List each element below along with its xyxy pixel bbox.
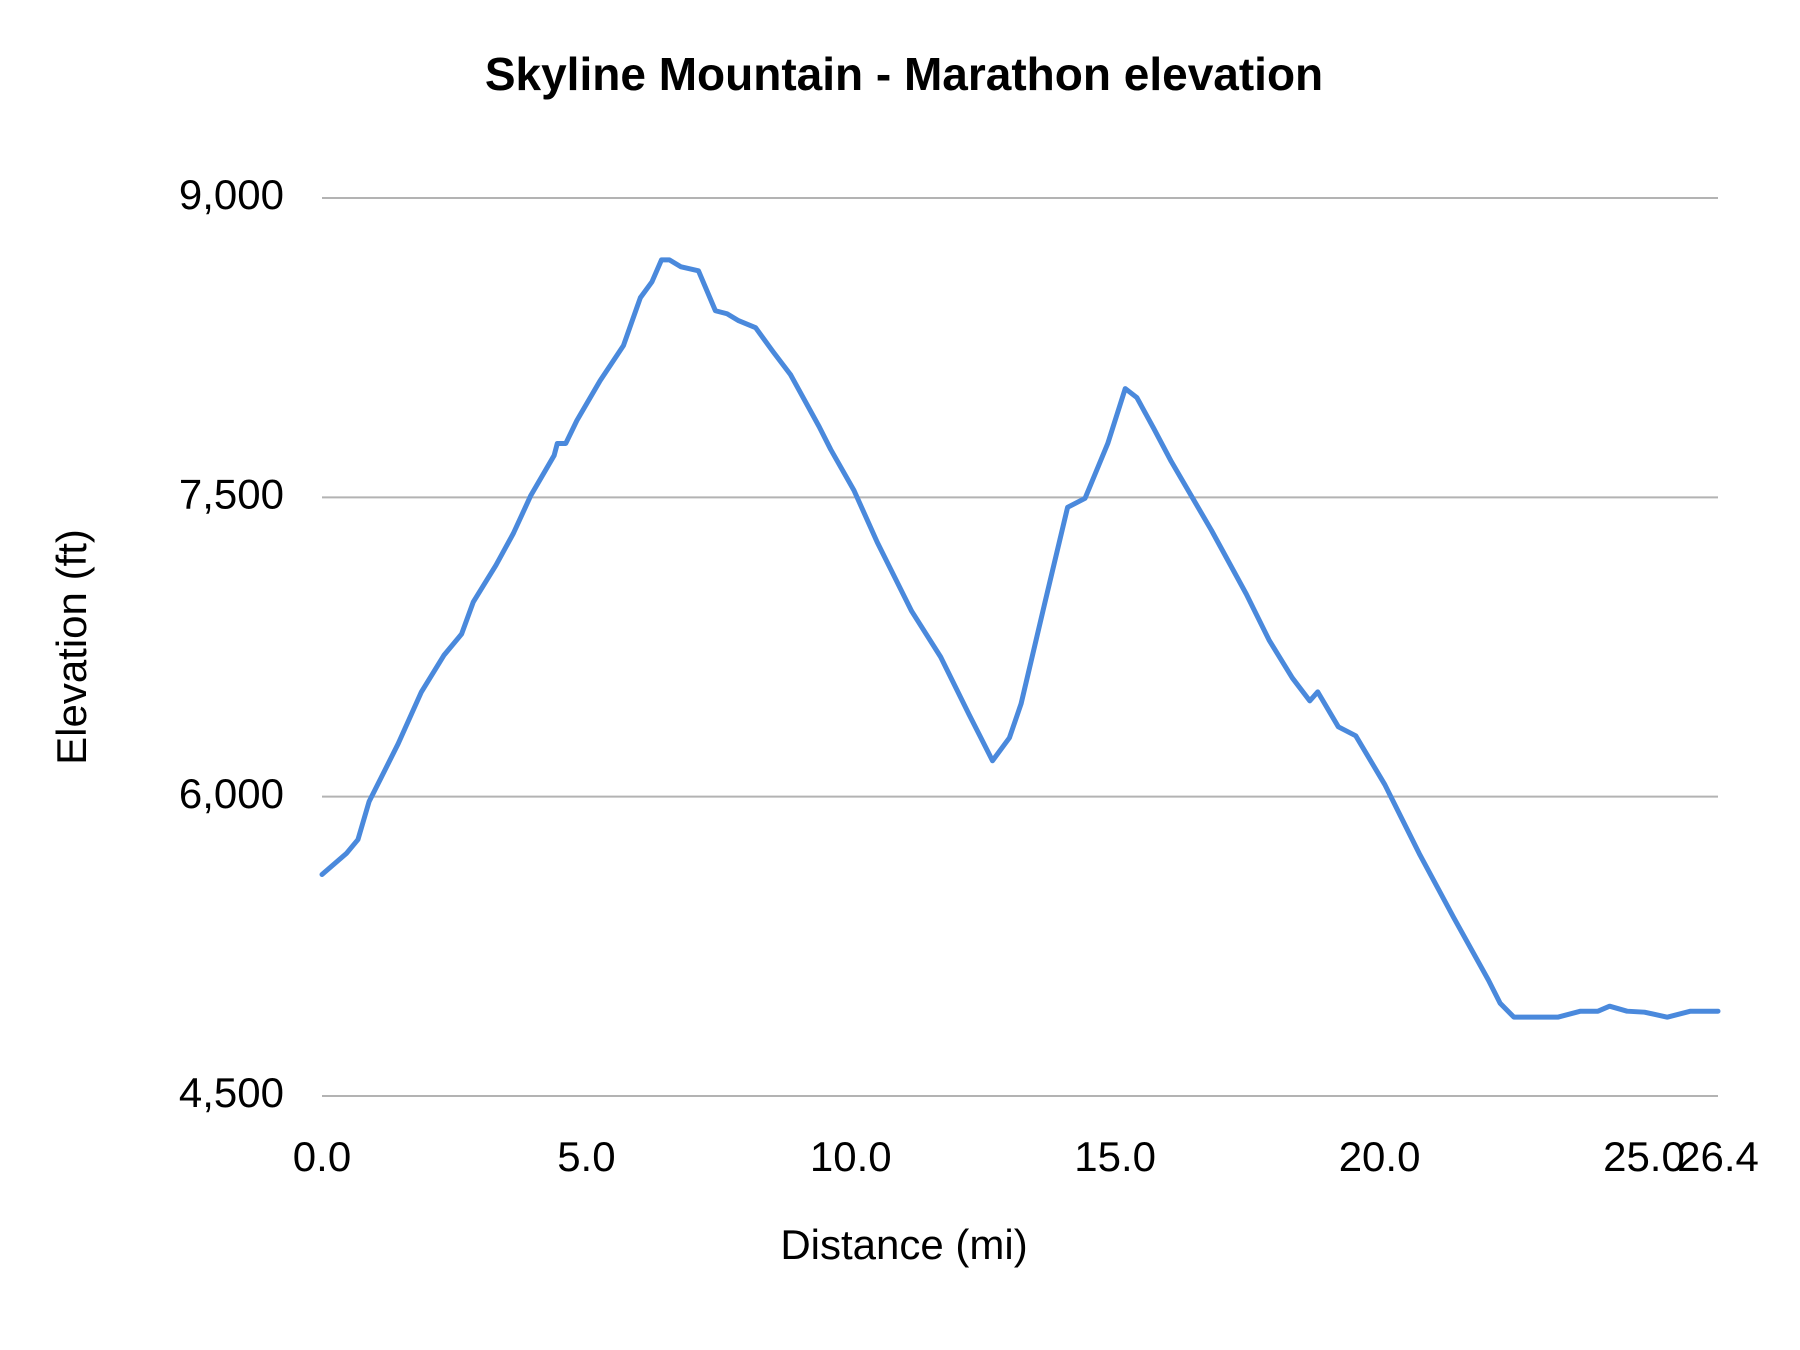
x-tick-label: 0.0 <box>293 1133 351 1180</box>
x-tick-label: 20.0 <box>1339 1133 1421 1180</box>
y-tick-label: 9,000 <box>179 171 284 218</box>
y-axis-label: Elevation (ft) <box>48 529 95 765</box>
x-tick-label: 10.0 <box>810 1133 892 1180</box>
x-tick-label: 25.0 <box>1603 1133 1685 1180</box>
y-tick-label: 6,000 <box>179 770 284 817</box>
x-tick-label: 26.4 <box>1677 1133 1759 1180</box>
x-axis-label: Distance (mi) <box>780 1221 1027 1268</box>
x-tick-label: 15.0 <box>1074 1133 1156 1180</box>
y-tick-label: 7,500 <box>179 470 284 517</box>
y-tick-label: 4,500 <box>179 1069 284 1116</box>
elevation-line <box>319 257 1721 1020</box>
x-tick-label: 5.0 <box>557 1133 615 1180</box>
chart-title: Skyline Mountain - Marathon elevation <box>485 48 1323 100</box>
